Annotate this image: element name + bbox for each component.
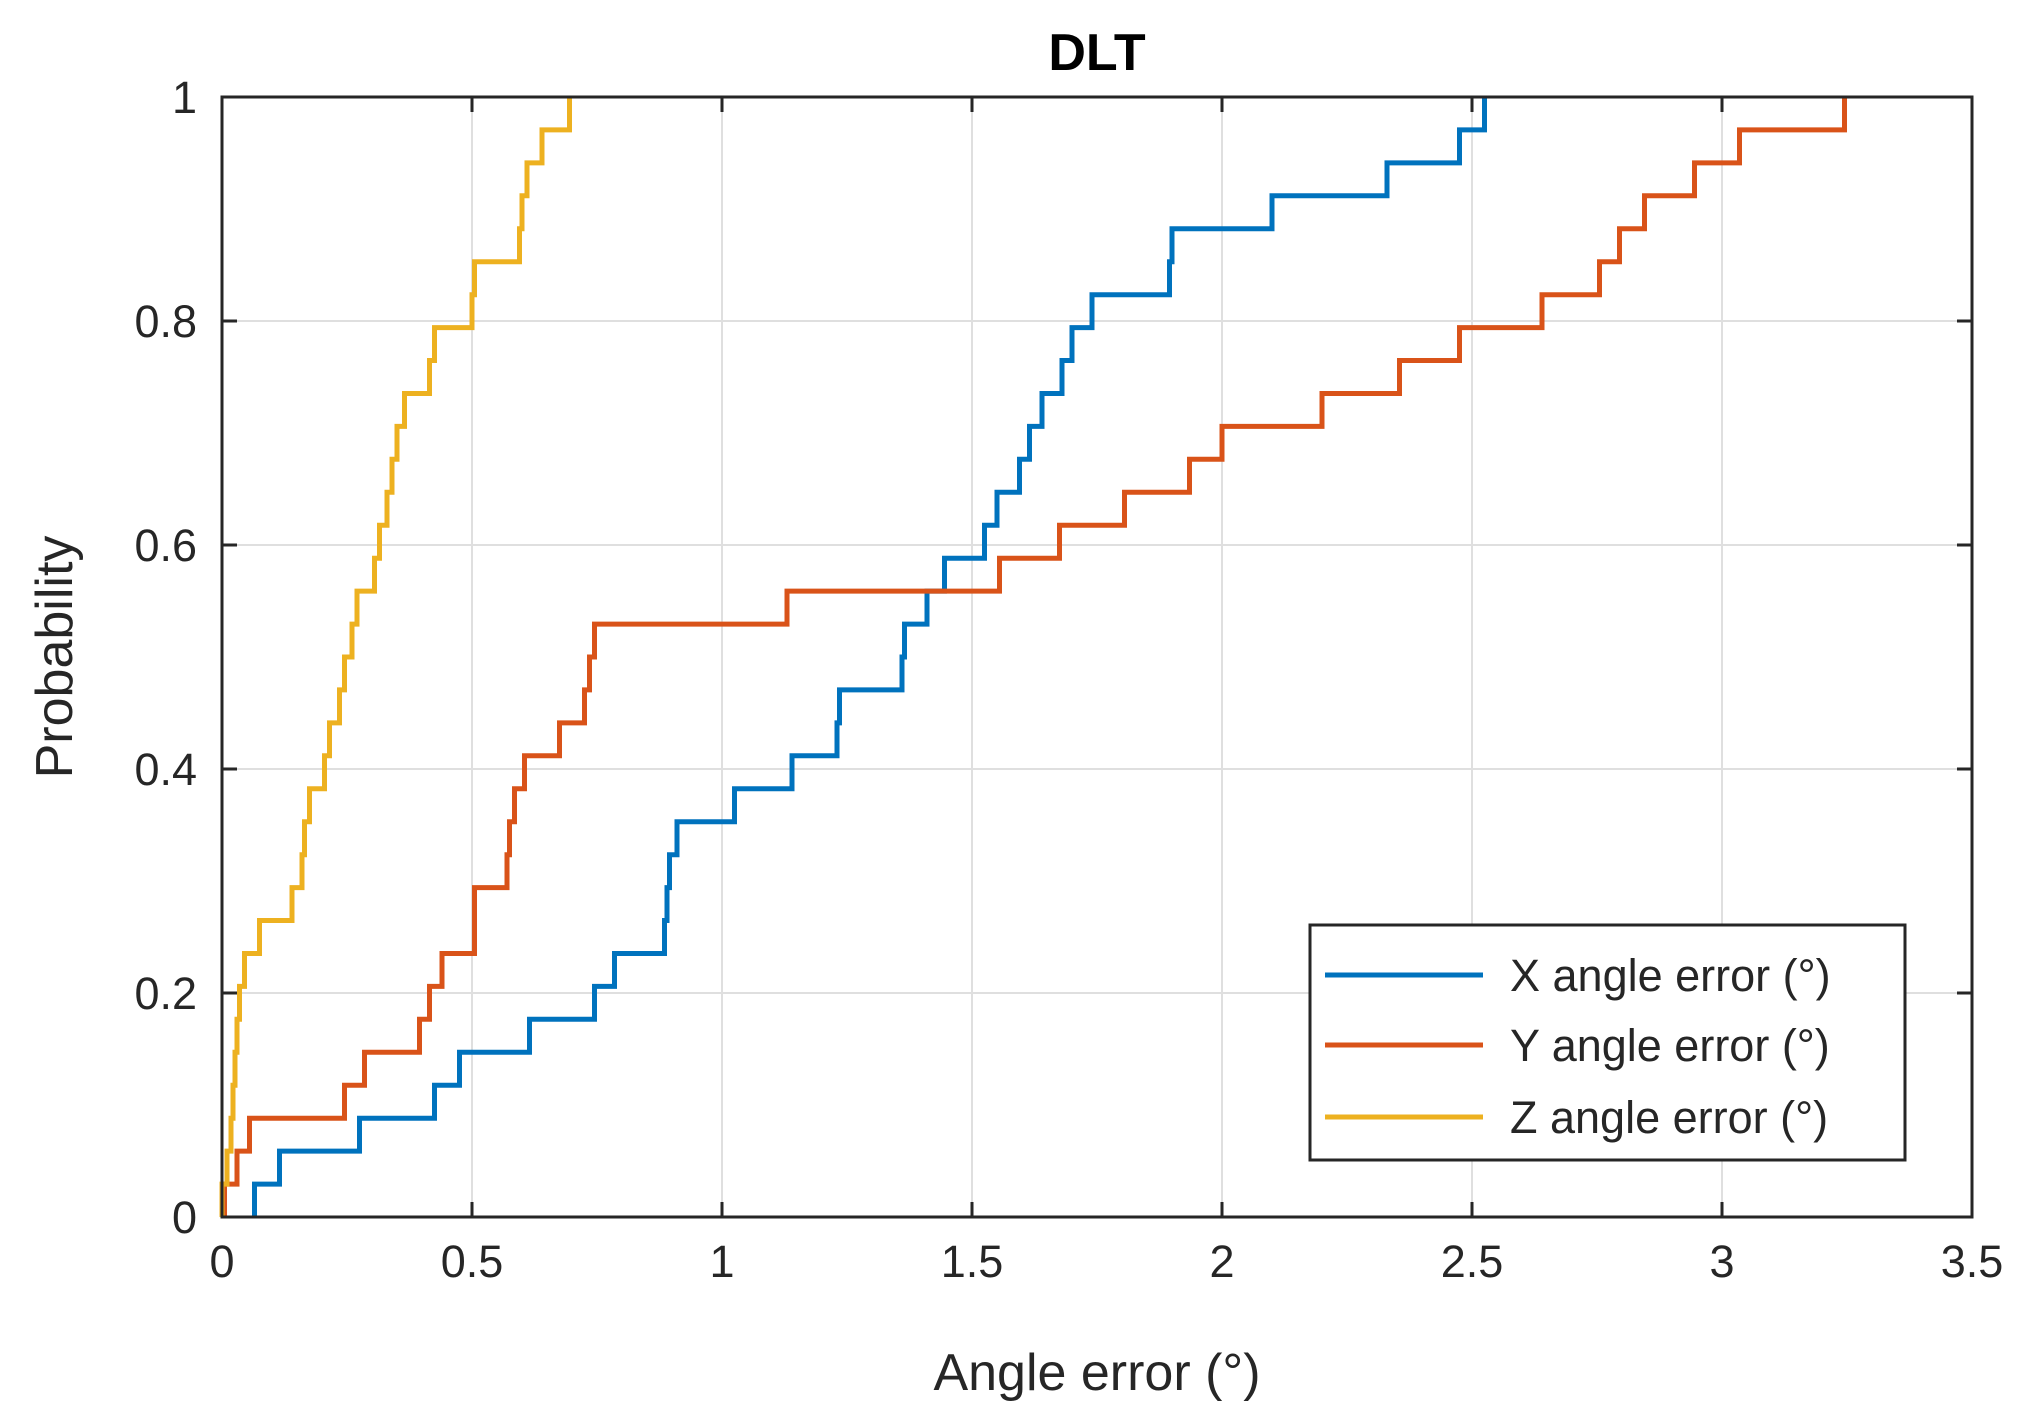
y-tick-label: 0.4 — [134, 744, 197, 795]
x-tick-label: 3 — [1709, 1236, 1734, 1287]
y-tick-label: 0.6 — [134, 520, 197, 571]
x-tick-label: 0.5 — [441, 1236, 504, 1287]
x-tick-label: 2.5 — [1441, 1236, 1504, 1287]
x-tick-label: 3.5 — [1941, 1236, 2004, 1287]
x-tick-labels: 0 0.5 1 1.5 2 2.5 3 3.5 — [209, 1236, 2003, 1287]
y-tick-label: 0.8 — [134, 296, 197, 347]
series-line-y-angle-error — [222, 97, 1847, 1217]
y-tick-label: 0.2 — [134, 968, 197, 1019]
y-axis-label: Probability — [26, 536, 84, 779]
x-tick-label: 1 — [709, 1236, 734, 1287]
x-tick-label: 0 — [209, 1236, 234, 1287]
legend-label-z: Z angle error (°) — [1510, 1092, 1828, 1143]
legend: X angle error (°) Y angle error (°) Z an… — [1308, 923, 1907, 1162]
x-axis-label: Angle error (°) — [933, 1344, 1260, 1402]
series-line-z-angle-error — [219, 97, 572, 1217]
series-lines — [219, 97, 1847, 1217]
x-tick-label: 2 — [1209, 1236, 1234, 1287]
y-tick-label: 0 — [172, 1192, 197, 1243]
axes-box — [220, 95, 1974, 1219]
legend-label-y: Y angle error (°) — [1510, 1020, 1830, 1071]
series-line-x-angle-error — [252, 97, 1487, 1217]
y-tick-labels: 0 0.2 0.4 0.6 0.8 1 — [134, 72, 197, 1243]
x-tick-label: 1.5 — [941, 1236, 1004, 1287]
tick-marks — [220, 95, 1974, 1219]
legend-label-x: X angle error (°) — [1510, 950, 1831, 1001]
chart-title: DLT — [1048, 24, 1145, 82]
y-tick-label: 1 — [172, 72, 197, 123]
